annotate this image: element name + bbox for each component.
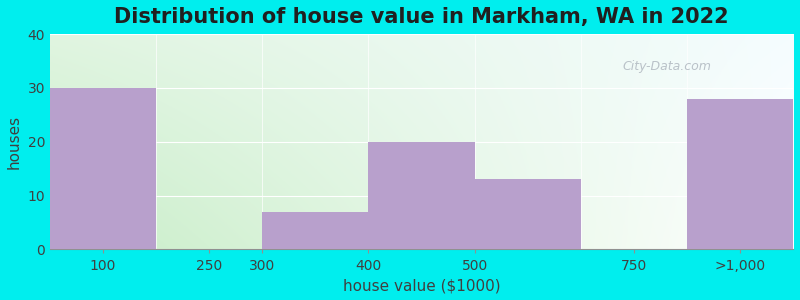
Bar [474, 179, 581, 250]
Title: Distribution of house value in Markham, WA in 2022: Distribution of house value in Markham, … [114, 7, 729, 27]
Bar [687, 99, 793, 250]
Y-axis label: houses: houses [7, 115, 22, 169]
Bar [50, 88, 156, 250]
Bar [369, 142, 474, 250]
X-axis label: house value ($1000): house value ($1000) [342, 278, 500, 293]
Bar [262, 212, 369, 250]
Text: City-Data.com: City-Data.com [622, 60, 711, 73]
